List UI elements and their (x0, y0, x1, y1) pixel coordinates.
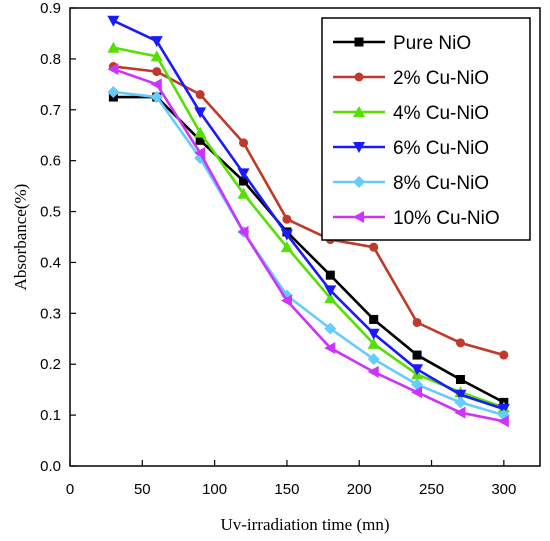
y-tick-label: 0.5 (40, 204, 61, 221)
y-tick-label: 0.8 (40, 51, 61, 68)
data-point (454, 406, 466, 419)
legend-entry: 2% Cu-NiO (333, 68, 489, 89)
series-line (113, 65, 505, 357)
data-point (369, 314, 379, 324)
legend-label: 4% Cu-NiO (393, 103, 489, 124)
series-line (113, 90, 505, 417)
data-point (237, 168, 250, 180)
y-tick-label: 0.3 (40, 305, 61, 322)
legend-box (321, 17, 531, 241)
x-tick-label: 150 (274, 481, 299, 498)
series-layer (107, 15, 510, 428)
data-point (107, 63, 119, 76)
y-tick-label: 0.7 (40, 102, 61, 119)
data-point (412, 350, 422, 360)
series-5 (107, 85, 510, 422)
data-point (455, 374, 465, 384)
legend-marker (354, 37, 364, 47)
legend-label: 2% Cu-NiO (393, 68, 489, 89)
data-point (150, 91, 163, 104)
y-tick-label: 0.6 (40, 153, 61, 170)
y-tick-label: 0.0 (40, 458, 61, 475)
x-tick-label: 0 (66, 481, 74, 498)
y-tick-label: 0.2 (40, 356, 61, 373)
data-point (150, 36, 163, 48)
data-point (455, 338, 465, 348)
x-tick-label: 300 (491, 481, 516, 498)
data-point (194, 107, 207, 119)
legend-label: Pure NiO (393, 33, 471, 54)
data-point (324, 322, 337, 335)
data-point (412, 317, 422, 327)
data-point (107, 15, 120, 27)
data-point (367, 337, 380, 349)
data-point (454, 389, 467, 401)
data-point (237, 187, 250, 199)
series-line (112, 67, 505, 423)
data-point (325, 270, 335, 280)
data-point (411, 386, 423, 399)
data-point (324, 292, 337, 304)
legend-entry: Pure NiO (333, 33, 471, 54)
data-point (497, 415, 509, 428)
data-point (239, 138, 249, 148)
data-point (194, 147, 206, 160)
series-4 (107, 15, 510, 416)
legend-marker (353, 211, 364, 223)
y-tick-label: 0.1 (40, 407, 61, 424)
legend-label: 6% Cu-NiO (393, 138, 489, 159)
legend-entry: 8% Cu-NiO (333, 173, 489, 194)
legend-marker (353, 106, 365, 117)
data-point (152, 67, 162, 77)
data-point (195, 90, 205, 100)
series-6 (107, 63, 509, 428)
legend: Pure NiO 2% Cu-NiO 4% Cu-NiO 6% Cu-NiO 8% Cu… (321, 17, 531, 241)
ticks: 0 50 100 150 200 250 300 0.0 0.1 0.2 0.3 0.4 0.5 0.6 0… (40, 0, 516, 498)
data-point (280, 229, 293, 241)
data-point (107, 41, 120, 53)
legend-marker (353, 142, 365, 153)
data-point (454, 396, 467, 409)
data-point (324, 285, 337, 297)
x-tick-label: 200 (347, 481, 372, 498)
x-axis-title: Uv-irradiation time (mn) (220, 515, 389, 534)
data-point (280, 241, 293, 253)
data-point (411, 364, 424, 376)
legend-label: 8% Cu-NiO (393, 173, 489, 194)
data-point (239, 176, 249, 186)
x-tick-label: 100 (202, 481, 227, 498)
plot-frame (69, 7, 541, 467)
data-point (150, 50, 163, 62)
data-point (237, 225, 249, 238)
data-point (194, 126, 207, 138)
legend-entry: 4% Cu-NiO (333, 103, 489, 124)
data-point (499, 350, 509, 360)
data-point (150, 78, 162, 91)
data-point (324, 341, 336, 354)
legend-entry: 6% Cu-NiO (333, 138, 489, 159)
data-point (107, 85, 120, 98)
data-point (280, 294, 292, 307)
legend-label: 10% Cu-NiO (393, 208, 500, 229)
data-point (367, 365, 379, 378)
y-tick-label: 0.4 (40, 254, 61, 271)
series-2 (108, 62, 509, 360)
x-tick-label: 50 (134, 481, 151, 498)
data-point (369, 242, 379, 252)
y-tick-label: 0.9 (40, 0, 61, 17)
series-line (112, 19, 505, 411)
legend-marker (354, 72, 364, 82)
data-point (282, 214, 292, 224)
legend-marker (353, 176, 365, 188)
y-axis-title: Absorbance(%) (11, 184, 30, 291)
data-point (367, 353, 380, 366)
data-point (195, 135, 205, 145)
x-tick-label: 250 (419, 481, 444, 498)
legend-entry: 10% Cu-NiO (333, 208, 500, 229)
data-point (367, 328, 380, 340)
